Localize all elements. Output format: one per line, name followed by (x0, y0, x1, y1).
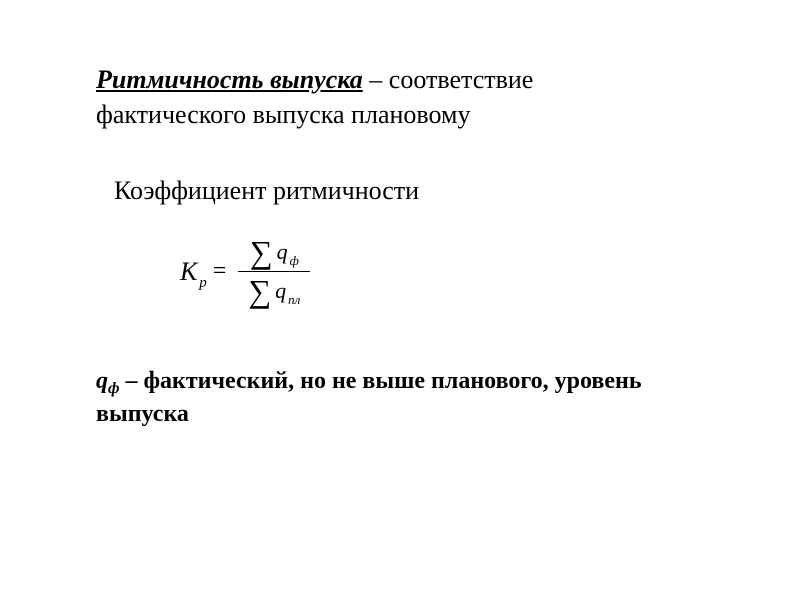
denominator: ∑ q пл (238, 275, 310, 307)
numerator-var: q ф (277, 239, 299, 265)
num-base: q (277, 239, 288, 265)
formula-lhs: К р (180, 257, 207, 287)
lhs-base: К (180, 257, 197, 287)
footnote-var-sub: ф (108, 380, 119, 397)
equals-sign: = (213, 258, 227, 285)
sigma-icon: ∑ (250, 236, 273, 268)
definition-text-1: соответствие (389, 65, 534, 94)
numerator: ∑ q ф (240, 236, 309, 268)
footnote-dash: – (119, 368, 143, 394)
definition-term: Ритмичность выпуска (96, 65, 363, 94)
definition-text-2: фактического выпуска плановому (96, 100, 470, 129)
lhs-sub: р (199, 275, 207, 292)
footnote-text-1: фактический, но не выше планового, урове… (143, 368, 641, 394)
definition-dash: – (363, 65, 389, 94)
subheading: Коэффициент ритмичности (114, 176, 710, 206)
den-sub: пл (288, 292, 300, 308)
definition-block: Ритмичность выпуска – соответствие факти… (96, 62, 710, 132)
num-sub: ф (290, 253, 299, 269)
slide-page: Ритмичность выпуска – соответствие факти… (0, 0, 800, 600)
footnote-var-base: q (96, 368, 108, 394)
fraction: ∑ q ф ∑ q пл (238, 236, 310, 307)
footnote: qф – фактический, но не выше планового, … (96, 365, 710, 430)
fraction-bar (238, 271, 310, 272)
footnote-text-2: выпуска (96, 401, 189, 427)
denominator-var: q пл (275, 278, 300, 304)
den-base: q (275, 278, 286, 304)
sigma-icon: ∑ (248, 275, 271, 307)
formula-block: К р = ∑ q ф ∑ q пл (180, 236, 710, 307)
formula: К р = ∑ q ф ∑ q пл (180, 236, 710, 307)
